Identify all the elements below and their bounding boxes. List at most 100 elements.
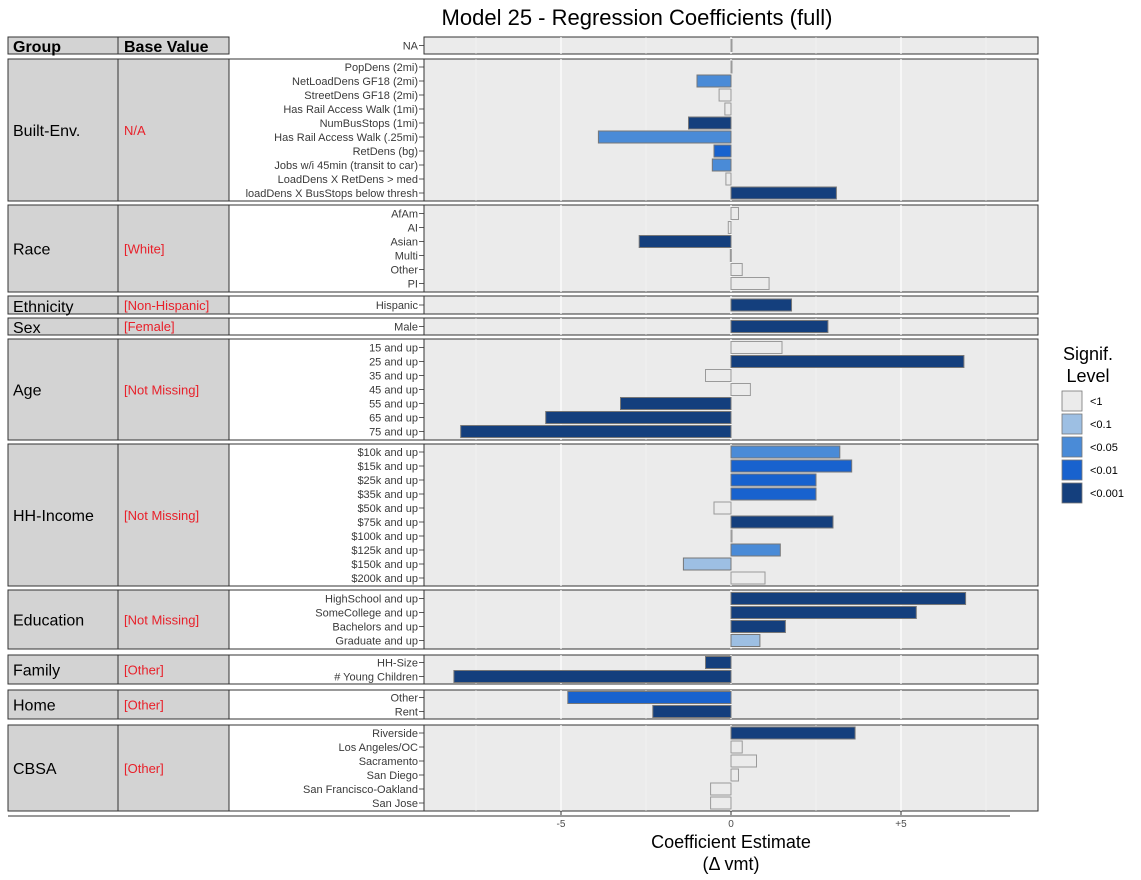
base-cell	[117, 58, 230, 202]
legend-title-line1: Signif.	[1063, 344, 1113, 364]
row-label: Graduate and up	[335, 636, 418, 648]
group-name: Race	[13, 242, 50, 259]
group-cell	[7, 58, 119, 202]
group-name: Age	[13, 383, 42, 400]
row-label: Bachelors and up	[332, 622, 418, 634]
coefficient-bar	[730, 445, 841, 459]
coefficient-bar	[567, 691, 732, 704]
row-label: Other	[390, 265, 418, 277]
row-label: Rent	[395, 707, 418, 719]
group-name: Family	[13, 663, 60, 680]
row-label: $100k and up	[351, 531, 418, 543]
coefficient-bar	[705, 656, 732, 669]
coefficient-bar	[730, 263, 743, 276]
coefficient-bar	[730, 592, 967, 605]
row-label: RetDens (bg)	[353, 146, 418, 158]
x-axis: -5 0 +5	[557, 811, 907, 830]
row-label: San Diego	[367, 770, 418, 782]
row-label: 65 and up	[369, 413, 418, 425]
row-label: San Jose	[372, 798, 418, 810]
row-label: HH-Size	[377, 658, 418, 670]
group-cell	[7, 654, 119, 685]
group-name: Home	[13, 698, 56, 715]
legend-swatch	[1061, 482, 1083, 504]
group-panels: NA Built-Env. N/A PopDens (2mi) NetLoadDens …	[7, 36, 1039, 812]
coefficient-bar	[730, 298, 793, 312]
legend-label: <0.1	[1090, 419, 1112, 431]
coefficient-bar	[597, 130, 732, 144]
coefficient-bar	[730, 515, 834, 529]
row-label: NumBusStops (1mi)	[320, 118, 418, 130]
panel-hh-income: HH-Income [Not Missing] $10k and up $15k an…	[7, 443, 1039, 587]
base-value: [Non-Hispanic]	[124, 298, 209, 313]
legend-label: <1	[1090, 396, 1103, 408]
header-base-cell	[117, 36, 230, 55]
row-label: $150k and up	[351, 559, 418, 571]
legend-swatch	[1061, 436, 1083, 458]
panel-family: Family [Other] HH-Size # Young Children	[7, 654, 1039, 685]
row-label: Jobs w/i 45min (transit to car)	[274, 160, 418, 172]
coefficient-bar	[730, 473, 817, 487]
coefficient-bar	[718, 88, 732, 102]
group-name: Sex	[13, 320, 41, 337]
coefficient-bar	[730, 207, 739, 220]
panel-age: Age [Not Missing] 15 and up 25 and up 35 and…	[7, 338, 1039, 441]
coefficient-bar	[638, 235, 732, 248]
row-label: StreetDens GF18 (2mi)	[304, 90, 418, 102]
coefficient-bar	[730, 487, 817, 501]
coefficient-bar	[730, 341, 783, 354]
row-label: 75 and up	[369, 427, 418, 439]
row-label: 35 and up	[369, 371, 418, 383]
base-value: [Not Missing]	[124, 383, 199, 398]
header-base-label: Base Value	[124, 39, 209, 56]
legend-swatch	[1061, 413, 1083, 435]
base-value: N/A	[124, 123, 146, 138]
coefficient-bar	[730, 383, 751, 396]
legend-swatch	[1061, 390, 1083, 412]
row-label: AfAm	[391, 209, 418, 221]
panel-na: NA	[403, 36, 1039, 55]
coefficient-bar	[730, 571, 766, 585]
row-label: $125k and up	[351, 545, 418, 557]
row-label: $50k and up	[357, 503, 418, 515]
row-label: 55 and up	[369, 399, 418, 411]
base-cell	[117, 338, 230, 441]
legend-label: <0.05	[1090, 442, 1118, 454]
label-cell	[228, 443, 425, 587]
coefficient-bar	[730, 768, 739, 782]
group-name: CBSA	[13, 761, 57, 778]
row-label: # Young Children	[334, 672, 418, 684]
coefficient-bar	[730, 726, 856, 740]
panel-sex: Sex [Female] Male	[7, 317, 1039, 337]
coefficient-bar	[730, 320, 829, 333]
group-cell	[7, 724, 119, 812]
row-label: 45 and up	[369, 385, 418, 397]
row-label: $15k and up	[357, 461, 418, 473]
group-cell	[7, 338, 119, 441]
coefficient-bar	[730, 620, 786, 633]
coefficient-bar	[682, 557, 732, 571]
coefficient-bar	[705, 369, 732, 382]
legend-swatch	[1061, 459, 1083, 481]
coefficient-bar	[730, 355, 965, 368]
coefficient-bar	[730, 543, 781, 557]
x-axis-title-line2: (Δ vmt)	[702, 854, 759, 874]
row-label: $25k and up	[357, 475, 418, 487]
row-label: Sacramento	[359, 756, 418, 768]
base-value: [Female]	[124, 319, 175, 334]
coefficient-bar	[730, 754, 757, 768]
base-value: [Other]	[124, 761, 164, 776]
coefficient-bar	[545, 411, 732, 424]
row-label: $200k and up	[351, 573, 418, 585]
chart-title: Model 25 - Regression Coefficients (full…	[442, 5, 833, 30]
coefficient-bar	[730, 606, 917, 619]
x-tick-label: -5	[557, 819, 566, 830]
coefficient-bar	[711, 158, 732, 172]
base-value: [Other]	[124, 663, 164, 678]
base-value: [White]	[124, 242, 164, 257]
base-cell	[117, 724, 230, 812]
coefficient-bar	[453, 670, 732, 683]
row-label: 15 and up	[369, 343, 418, 355]
coefficient-bar	[730, 634, 761, 647]
